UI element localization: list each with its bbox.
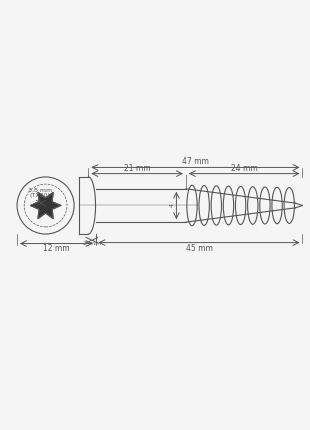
Text: 24 mm: 24 mm bbox=[231, 164, 258, 173]
Text: 45 mm: 45 mm bbox=[186, 243, 212, 252]
Text: 4: 4 bbox=[170, 203, 175, 208]
Text: 2 mm: 2 mm bbox=[83, 241, 101, 246]
Polygon shape bbox=[30, 192, 61, 219]
Text: 3,8 mm
(TX20): 3,8 mm (TX20) bbox=[28, 187, 52, 198]
Text: 21 mm: 21 mm bbox=[124, 164, 150, 173]
Text: 12 mm: 12 mm bbox=[43, 245, 70, 254]
Text: 47 mm: 47 mm bbox=[182, 157, 209, 166]
